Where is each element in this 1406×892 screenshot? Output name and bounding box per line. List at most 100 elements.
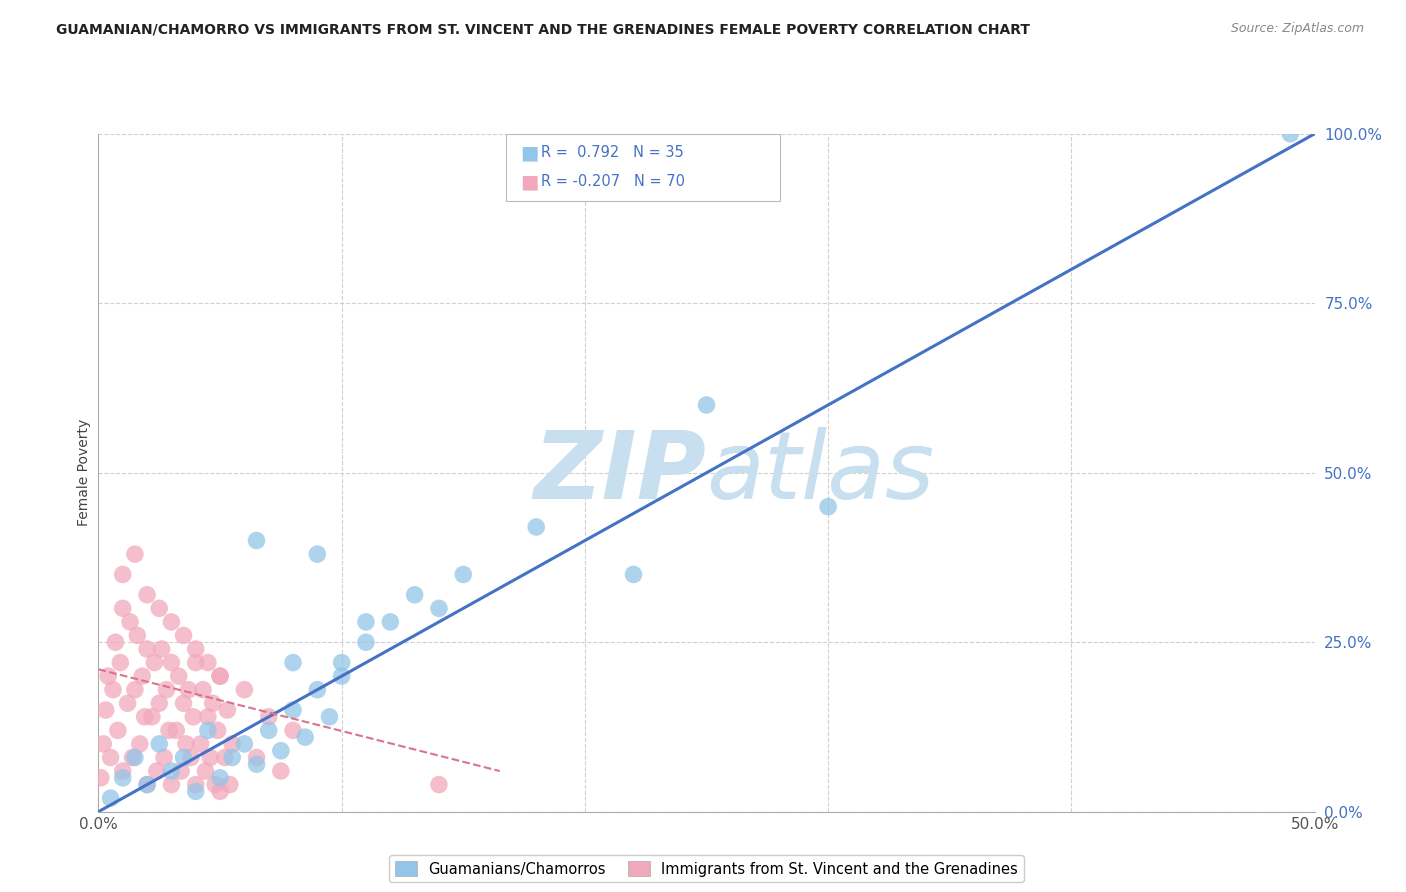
- Point: [1279, 127, 1302, 141]
- Point: [354, 615, 377, 629]
- Legend: Guamanians/Chamorros, Immigrants from St. Vincent and the Grenadines: Guamanians/Chamorros, Immigrants from St…: [389, 855, 1024, 882]
- Point: [184, 642, 207, 657]
- Point: [110, 656, 132, 670]
- Point: [165, 723, 187, 738]
- Point: [354, 635, 377, 649]
- Point: [143, 656, 166, 670]
- Point: [207, 723, 229, 738]
- Point: [101, 682, 124, 697]
- Point: [91, 737, 114, 751]
- Point: [148, 737, 170, 751]
- Point: [214, 750, 236, 764]
- Point: [146, 764, 169, 778]
- Text: R =  0.792   N = 35: R = 0.792 N = 35: [541, 145, 685, 160]
- Point: [111, 771, 134, 785]
- Point: [217, 703, 239, 717]
- Point: [173, 750, 195, 764]
- Point: [150, 642, 173, 657]
- Point: [307, 682, 329, 697]
- Point: [177, 682, 200, 697]
- Point: [190, 737, 212, 751]
- Point: [318, 710, 340, 724]
- Point: [197, 656, 219, 670]
- Point: [127, 628, 149, 642]
- Point: [111, 601, 134, 615]
- Point: [257, 710, 280, 724]
- Text: Source: ZipAtlas.com: Source: ZipAtlas.com: [1230, 22, 1364, 36]
- Point: [173, 696, 195, 710]
- Point: [194, 764, 217, 778]
- Point: [157, 723, 180, 738]
- Point: [233, 682, 256, 697]
- Point: [184, 784, 207, 798]
- Point: [97, 669, 120, 683]
- Point: [160, 656, 183, 670]
- Point: [121, 750, 143, 764]
- Point: [100, 791, 122, 805]
- Point: [111, 764, 134, 778]
- Point: [817, 500, 839, 514]
- Point: [281, 656, 304, 670]
- Point: [173, 628, 195, 642]
- Point: [181, 710, 204, 724]
- Point: [218, 778, 240, 792]
- Point: [153, 750, 176, 764]
- Point: [167, 669, 190, 683]
- Text: ZIP: ZIP: [534, 426, 707, 519]
- Point: [124, 547, 146, 561]
- Point: [180, 750, 202, 764]
- Point: [191, 682, 214, 697]
- Point: [209, 771, 232, 785]
- Point: [380, 615, 402, 629]
- Point: [136, 778, 159, 792]
- Point: [117, 696, 139, 710]
- Point: [270, 744, 292, 758]
- Text: GUAMANIAN/CHAMORRO VS IMMIGRANTS FROM ST. VINCENT AND THE GRENADINES FEMALE POVE: GUAMANIAN/CHAMORRO VS IMMIGRANTS FROM ST…: [56, 22, 1031, 37]
- Point: [209, 784, 232, 798]
- Point: [245, 533, 267, 548]
- Point: [330, 669, 353, 683]
- Point: [90, 771, 112, 785]
- Point: [270, 764, 292, 778]
- Point: [100, 750, 122, 764]
- Point: [209, 669, 232, 683]
- Point: [427, 601, 450, 615]
- Point: [124, 682, 146, 697]
- Point: [524, 520, 547, 534]
- Point: [197, 723, 219, 738]
- Point: [330, 656, 353, 670]
- Point: [136, 642, 159, 657]
- Point: [124, 750, 146, 764]
- Point: [257, 723, 280, 738]
- Point: [170, 764, 193, 778]
- Point: [294, 730, 316, 744]
- Point: [233, 737, 256, 751]
- Point: [118, 615, 141, 629]
- Point: [107, 723, 129, 738]
- Point: [281, 723, 304, 738]
- Text: R = -0.207   N = 70: R = -0.207 N = 70: [541, 175, 685, 189]
- Point: [453, 567, 475, 582]
- Point: [221, 737, 243, 751]
- Point: [245, 750, 267, 764]
- Point: [160, 764, 183, 778]
- Text: atlas: atlas: [707, 427, 935, 518]
- Point: [174, 737, 197, 751]
- Point: [221, 750, 243, 764]
- Point: [111, 567, 134, 582]
- Point: [281, 703, 304, 717]
- Point: [200, 750, 222, 764]
- Point: [623, 567, 645, 582]
- Point: [204, 778, 226, 792]
- Point: [128, 737, 150, 751]
- Point: [404, 588, 426, 602]
- Point: [427, 778, 450, 792]
- Point: [134, 710, 156, 724]
- Point: [155, 682, 177, 697]
- Point: [184, 778, 207, 792]
- Point: [160, 615, 183, 629]
- Point: [209, 669, 232, 683]
- Point: [197, 710, 219, 724]
- Point: [141, 710, 163, 724]
- Point: [148, 696, 170, 710]
